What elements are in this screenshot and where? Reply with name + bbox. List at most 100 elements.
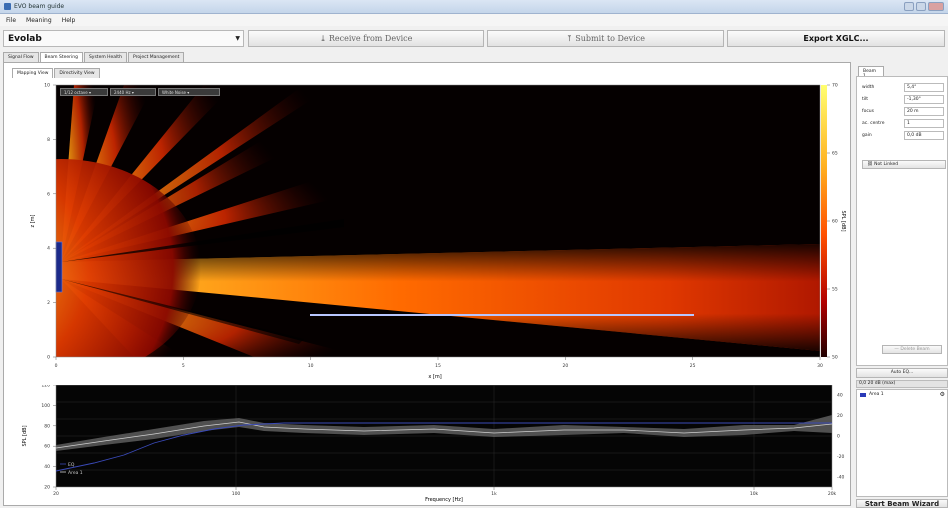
device-select-value: Evolab bbox=[8, 34, 42, 44]
eq-list: Area 1 ⚙ bbox=[856, 389, 948, 497]
colorbar-tick-label: 50 bbox=[832, 355, 838, 361]
legend-eq: EQ bbox=[68, 462, 75, 468]
receive-label: Receive from Device bbox=[328, 34, 413, 43]
prop-gain: gain 0,0 dB bbox=[862, 131, 946, 141]
chevron-down-icon: ▼ bbox=[235, 35, 240, 42]
upload-icon: ⤒ bbox=[566, 34, 576, 43]
freq-x-tick-label: 10k bbox=[750, 491, 759, 497]
delete-beam-label: Delete Beam bbox=[900, 347, 930, 352]
prop-tilt: tilt -1,30° bbox=[862, 95, 946, 105]
freq-x-tick-label: 20k bbox=[828, 491, 837, 497]
beam-heatmap bbox=[56, 85, 820, 357]
freq-y2-axis: 40 20 0 -20 -40 bbox=[837, 393, 844, 481]
submit-button[interactable]: ⤒ Submit to Device bbox=[487, 30, 724, 47]
tab-mapping-view[interactable]: Mapping View bbox=[12, 68, 54, 78]
tab-system-health[interactable]: System Health bbox=[83, 52, 127, 62]
receive-button[interactable]: ⤓ Receive from Device bbox=[248, 30, 484, 47]
area-response-line bbox=[55, 421, 833, 449]
freq-y-axis: 120 100 80 60 40 20 bbox=[41, 385, 56, 491]
freq-y-tick-label: 80 bbox=[44, 423, 50, 429]
map-y-axis: 10 8 6 4 2 0 bbox=[44, 83, 56, 361]
tab-directivity-view[interactable]: Directivity View bbox=[54, 68, 100, 78]
map-x-label: x [m] bbox=[428, 374, 441, 380]
map-x-tick-label: 10 bbox=[308, 363, 314, 369]
map-x-axis: 0 5 10 15 20 25 30 bbox=[55, 357, 823, 369]
main-tabs: Signal Flow Beam Steering System Health … bbox=[3, 52, 185, 62]
signal-select-value: White Noise bbox=[162, 90, 186, 95]
menu-file[interactable]: File bbox=[6, 16, 17, 24]
window-controls bbox=[904, 2, 944, 11]
freq-y-tick-label: 60 bbox=[44, 444, 50, 450]
prop-ac-centre-value[interactable]: 1 bbox=[904, 119, 944, 128]
tab-beam-steering[interactable]: Beam Steering bbox=[39, 52, 83, 62]
map-y-tick-label: 2 bbox=[47, 300, 50, 306]
freq-y-label: SPL [dB] bbox=[22, 425, 28, 446]
prop-ac-centre-label: ac. centre bbox=[862, 121, 885, 126]
prop-width-value[interactable]: 5,4° bbox=[904, 83, 944, 92]
beam-properties-panel: Beam 1 width 5,4° tilt -1,30° focus 20 m ac… bbox=[854, 62, 948, 508]
prop-width-label: width bbox=[862, 85, 875, 90]
view-tabs: Mapping View Directivity View bbox=[12, 68, 101, 78]
map-x-tick-label: 0 bbox=[55, 363, 58, 369]
auto-eq-button[interactable]: Auto EQ... bbox=[856, 368, 948, 378]
area-item-label[interactable]: Area 1 bbox=[869, 392, 884, 397]
link-icon: ⛓ bbox=[867, 162, 875, 167]
app-icon bbox=[4, 3, 11, 10]
map-x-tick-label: 15 bbox=[435, 363, 441, 369]
not-linked-button[interactable]: ⛓ Not Linked bbox=[862, 160, 946, 169]
settings-icon[interactable]: ⚙ bbox=[939, 391, 945, 398]
prop-tilt-value[interactable]: -1,30° bbox=[904, 95, 944, 104]
menu-meaning[interactable]: Meaning bbox=[26, 16, 52, 24]
submit-label: Submit to Device bbox=[575, 34, 645, 43]
minimize-button[interactable] bbox=[904, 2, 914, 11]
area-color-swatch bbox=[860, 393, 866, 397]
colorbar-tick-label: 70 bbox=[832, 83, 838, 89]
download-icon: ⤓ bbox=[319, 34, 329, 43]
prop-ac-centre: ac. centre 1 bbox=[862, 119, 946, 129]
colorbar-tick-label: 60 bbox=[832, 219, 838, 225]
export-button[interactable]: Export XGLC... bbox=[727, 30, 945, 47]
prop-gain-value[interactable]: 0,0 dB bbox=[904, 131, 944, 140]
frequency-select-value: 2440 Hz bbox=[114, 90, 131, 95]
map-x-tick-label: 5 bbox=[182, 363, 185, 369]
freq-y-tick-label: 40 bbox=[44, 464, 50, 470]
freq-x-tick-label: 100 bbox=[232, 491, 241, 497]
start-beam-wizard-button[interactable]: Start Beam Wizard bbox=[856, 499, 948, 508]
device-select[interactable]: Evolab ▼ bbox=[3, 30, 244, 47]
freq-y2-tick-label: -40 bbox=[837, 475, 844, 481]
signal-select[interactable]: White Noise ▾ bbox=[158, 88, 220, 96]
prop-focus-value[interactable]: 20 m bbox=[904, 107, 944, 116]
map-y-tick-label: 0 bbox=[47, 355, 50, 361]
menu-help[interactable]: Help bbox=[61, 16, 76, 24]
frequency-select[interactable]: 2440 Hz ▾ bbox=[110, 88, 156, 96]
colorbar-tick-label: 65 bbox=[832, 151, 838, 157]
freq-y2-tick-label: 40 bbox=[837, 393, 843, 399]
colorbar bbox=[821, 85, 827, 357]
map-x-tick-label: 25 bbox=[690, 363, 696, 369]
speaker-array[interactable] bbox=[55, 241, 63, 293]
menu-bar: File Meaning Help bbox=[0, 14, 948, 26]
octave-select[interactable]: 1/12 octave ▾ bbox=[60, 88, 108, 96]
map-y-tick-label: 6 bbox=[47, 191, 50, 197]
map-y-tick-label: 4 bbox=[47, 246, 50, 252]
maximize-button[interactable] bbox=[916, 2, 926, 11]
tab-beam-1[interactable]: Beam 1 bbox=[858, 66, 884, 79]
title-bar: EVO beam guide bbox=[0, 0, 948, 14]
prop-focus: focus 20 m bbox=[862, 107, 946, 117]
freq-x-tick-label: 1k bbox=[491, 491, 497, 497]
prop-focus-label: focus bbox=[862, 109, 875, 114]
prop-gain-label: gain bbox=[862, 133, 872, 138]
close-button[interactable] bbox=[928, 2, 944, 11]
minus-icon: — bbox=[894, 347, 901, 352]
freq-x-axis: 20 100 1k 10k 20k bbox=[53, 487, 837, 497]
tab-signal-flow[interactable]: Signal Flow bbox=[3, 52, 39, 62]
map-y-label: z [m] bbox=[30, 214, 36, 227]
delete-beam-button[interactable]: — Delete Beam bbox=[882, 345, 942, 354]
freq-x-label: Frequency [Hz] bbox=[425, 497, 463, 503]
frequency-response-plot: 120 100 80 60 40 20 20 100 1k 10k 20k 40 20 0 -20 -40… bbox=[22, 385, 844, 503]
tab-project-management[interactable]: Project Management bbox=[127, 52, 185, 62]
freq-x-tick-label: 20 bbox=[53, 491, 59, 497]
colorbar-axis: 70 65 60 55 50 bbox=[827, 83, 838, 361]
eq-curve bbox=[55, 422, 832, 472]
